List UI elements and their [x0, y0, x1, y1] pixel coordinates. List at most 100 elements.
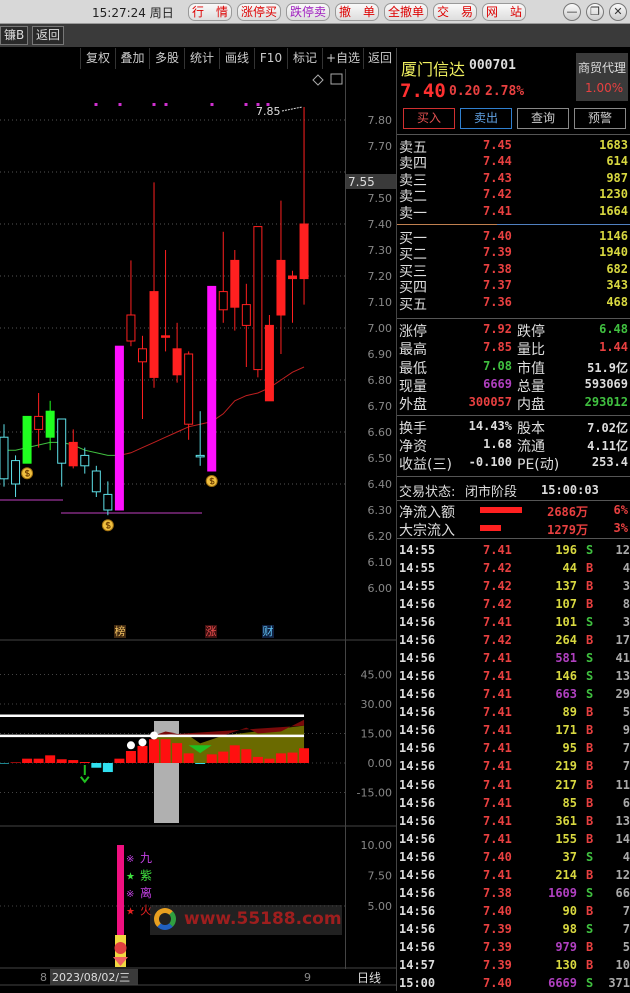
top-button-5[interactable]: 交 易 [433, 3, 477, 21]
indicator-bar [229, 745, 240, 763]
kline-chart[interactable]: 7.80 7.70 7.50 7.40 7.30 7.20 7.10 7.00 6.90 6.80… [0, 69, 396, 991]
candle-body[interactable] [103, 493, 113, 511]
sector-box[interactable]: 商贸代理 1.00% [576, 53, 628, 101]
candle-body[interactable] [45, 410, 55, 438]
tick-side: S [586, 651, 594, 666]
indicator-tick: 0.00 [368, 757, 393, 770]
top-button-6[interactable]: 网 站 [482, 3, 526, 21]
indicator-bar [241, 749, 252, 763]
candle-body[interactable] [114, 345, 124, 511]
candle-body[interactable] [80, 454, 90, 467]
event-label[interactable]: 财 [263, 624, 274, 638]
candle-body[interactable] [241, 304, 251, 326]
tick-side: B [586, 795, 594, 810]
tick-row: 14:56 7.41 95 B 7 [397, 740, 630, 758]
candle-body[interactable] [230, 259, 240, 308]
tick-count: 13 [615, 669, 630, 684]
candle-body[interactable] [253, 226, 263, 371]
candle-body[interactable] [126, 314, 136, 342]
ask-volume: 1664 [599, 203, 628, 218]
signal-label: 紫 [140, 869, 152, 883]
trade-status-label: 交易状态: [399, 485, 456, 500]
sector-name: 商贸代理 [578, 61, 627, 75]
tick-price: 7.41 [483, 669, 512, 684]
candle-body[interactable] [161, 335, 171, 338]
event-label[interactable]: 涨 [206, 625, 217, 638]
candle-body[interactable] [218, 291, 228, 311]
minimize-icon[interactable]: — [563, 3, 581, 21]
restore-icon[interactable]: ❐ [586, 3, 604, 21]
candle-body[interactable] [68, 441, 78, 467]
tick-side: B [586, 741, 594, 756]
top-button-4[interactable]: 全撤单 [384, 3, 428, 21]
toolbar-button-8[interactable]: 返回 [363, 48, 396, 69]
top-button-3[interactable]: 撤 单 [335, 3, 379, 21]
diamond-icon[interactable] [312, 74, 324, 86]
toolbar-button-4[interactable]: 画线 [219, 48, 254, 69]
tick-row: 14:56 7.40 37 S 4 [397, 849, 630, 867]
candle-body[interactable] [11, 460, 21, 485]
top-button-2[interactable]: 跌停卖 [286, 3, 330, 21]
candle-body[interactable] [57, 418, 67, 464]
candle-body[interactable] [149, 291, 159, 378]
close-icon[interactable]: ✕ [609, 3, 627, 21]
indicator-dot [150, 731, 159, 740]
tick-count: 5 [622, 939, 630, 954]
candle-body[interactable] [299, 223, 309, 280]
event-label[interactable]: 榜 [115, 624, 126, 638]
alert-button[interactable]: 预警 [574, 108, 626, 129]
stat-value: 7.02亿 [587, 420, 628, 435]
candle-body[interactable] [91, 470, 101, 493]
stat-label: 股本 [517, 420, 545, 437]
top-button-0[interactable]: 行 情 [188, 3, 232, 21]
stat-value: 51.9亿 [587, 360, 628, 375]
candle-body[interactable] [184, 353, 194, 425]
toolbar-button-5[interactable]: F10 [254, 48, 287, 69]
candle-body[interactable] [0, 436, 9, 480]
tick-time: 14:56 [399, 759, 436, 774]
toolbar-button-7[interactable]: +自选 [322, 48, 363, 69]
ask-price: 7.45 [483, 138, 512, 152]
toolbar-button-0[interactable]: 复权 [80, 48, 115, 69]
candle-body[interactable] [264, 324, 274, 402]
ask-price: 7.42 [483, 187, 512, 202]
toolbar-button-1[interactable]: 叠加 [115, 48, 149, 69]
high-arrow [281, 106, 303, 112]
price-tick: 6.50 [368, 452, 393, 465]
candle-body[interactable] [276, 259, 286, 316]
buy-button[interactable]: 买入 [403, 108, 455, 129]
indicator-bar [299, 748, 310, 763]
panel-toggle-icon[interactable] [330, 73, 343, 85]
signal-mark: ★ [126, 872, 135, 883]
period-button[interactable]: 日线 [357, 971, 381, 985]
candle-body[interactable] [207, 285, 217, 472]
toolbar-button-6[interactable]: 标记 [287, 48, 322, 69]
sell-button[interactable]: 卖出 [460, 108, 512, 129]
tick-row: 14:56 7.39 979 B 5 [397, 939, 630, 957]
query-button[interactable]: 查询 [517, 108, 569, 129]
tick-price: 7.41 [483, 723, 512, 738]
toolbar-button-2[interactable]: 多股 [149, 48, 184, 69]
bid-label: 买五 [399, 296, 427, 313]
candle-body[interactable] [172, 348, 182, 376]
strategy-button[interactable]: 镰B [0, 26, 29, 45]
stock-code: 000701 [469, 58, 516, 73]
tick-time: 14:56 [399, 849, 436, 864]
flow-label: 净流入额 [399, 505, 455, 521]
candle-body[interactable] [22, 415, 32, 464]
toolbar-button-3[interactable]: 统计 [184, 48, 219, 69]
tick-price: 7.41 [483, 543, 512, 557]
top-button-1[interactable]: 涨停买 [237, 3, 281, 21]
candle-body[interactable] [195, 454, 205, 458]
candle-body[interactable] [137, 348, 147, 363]
stat-value: 593069 [584, 376, 628, 391]
stat-label: 涨停 [399, 324, 427, 340]
quote-panel: 厦门信达 000701 商贸代理 1.00% 7.40 0.20 2.78% 买… [396, 48, 630, 991]
signal-mark: ※ [126, 889, 134, 900]
candle-body[interactable] [34, 415, 44, 430]
stat-value: 7.08 [483, 358, 512, 373]
back-button[interactable]: 返回 [32, 26, 65, 45]
candle-body[interactable] [288, 275, 297, 280]
price-tick: 6.60 [368, 426, 393, 439]
down-arrow-icon [188, 745, 212, 754]
